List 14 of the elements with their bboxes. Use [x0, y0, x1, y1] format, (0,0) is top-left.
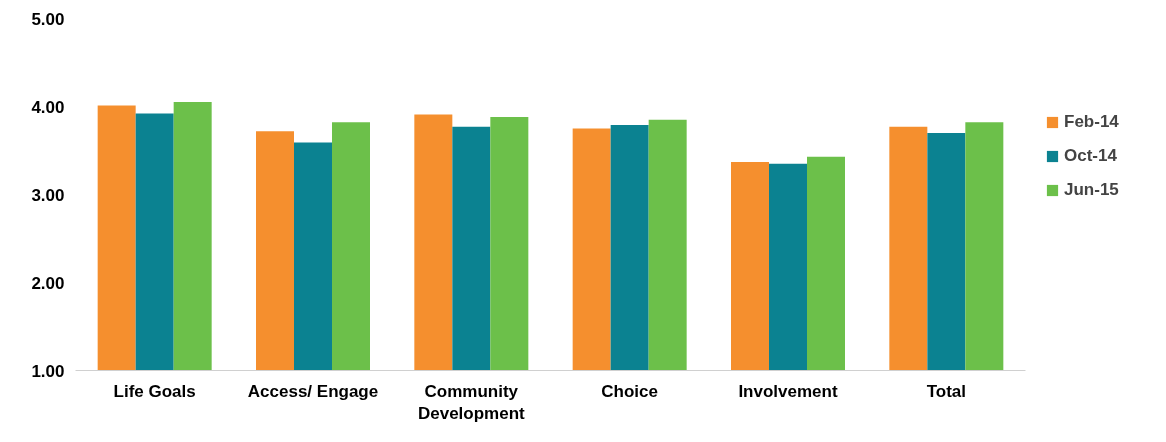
- legend-label: Feb-14: [1064, 112, 1119, 132]
- y-tick-label: 4.00: [31, 97, 65, 117]
- x-tick-label: Total: [926, 381, 967, 401]
- x-tick-label: Choice: [601, 381, 659, 401]
- x-tick-label: Access/ Engage: [247, 381, 379, 401]
- y-tick-label: 1.00: [31, 361, 65, 381]
- y-tick-label: 3.00: [31, 185, 65, 205]
- legend-label: Oct-14: [1064, 146, 1117, 166]
- x-tick-label: Involvement: [738, 381, 838, 401]
- x-tick-label: Life Goals: [113, 381, 196, 401]
- y-tick-label: 5.00: [31, 9, 65, 29]
- x-tick-label: Community Development: [417, 381, 526, 424]
- y-tick-label: 2.00: [31, 273, 65, 293]
- legend-label: Jun-15: [1064, 180, 1119, 200]
